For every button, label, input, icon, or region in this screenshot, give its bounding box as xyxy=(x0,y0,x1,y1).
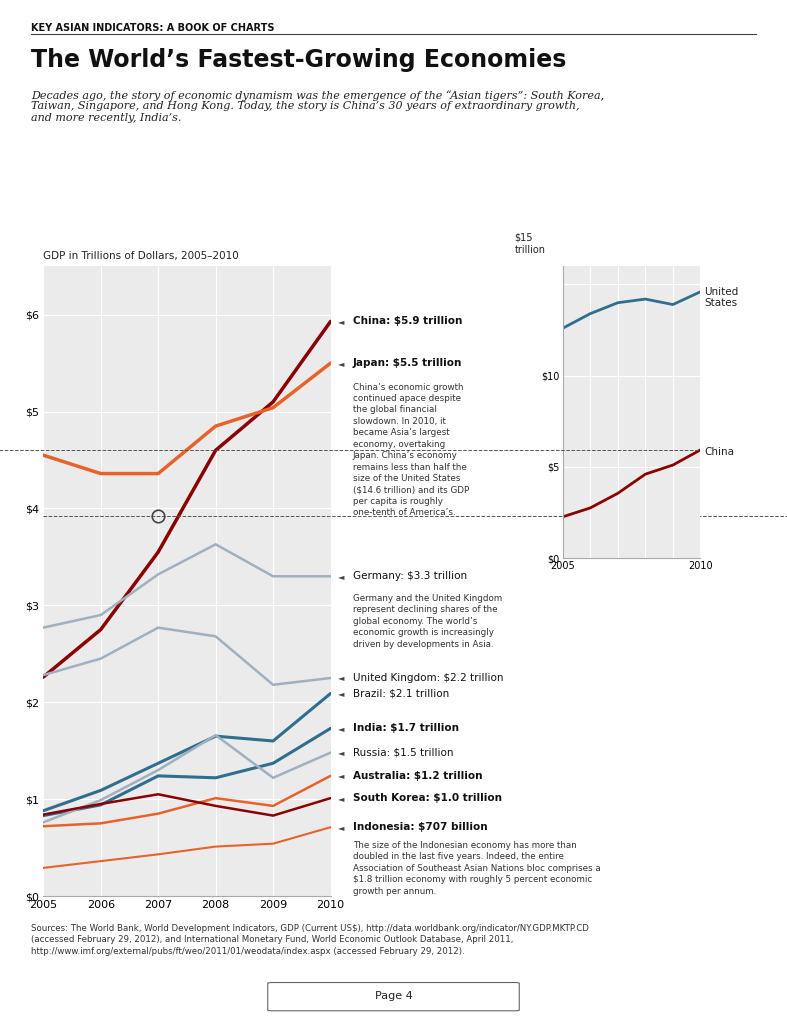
Text: ◄: ◄ xyxy=(338,749,345,757)
Text: ◄: ◄ xyxy=(338,724,345,733)
Text: Sources: The World Bank, World Development Indicators, GDP (Current US$), http:/: Sources: The World Bank, World Developme… xyxy=(31,924,589,956)
Text: KEY ASIAN INDICATORS: A BOOK OF CHARTS: KEY ASIAN INDICATORS: A BOOK OF CHARTS xyxy=(31,23,275,33)
Text: United Kingdom: $2.2 trillion: United Kingdom: $2.2 trillion xyxy=(353,673,503,683)
Text: United
States: United States xyxy=(704,287,739,308)
Text: Germany and the United Kingdom
represent declining shares of the
global economy.: Germany and the United Kingdom represent… xyxy=(353,594,502,648)
Text: ◄: ◄ xyxy=(338,571,345,581)
FancyBboxPatch shape xyxy=(268,983,519,1011)
Text: Taiwan, Singapore, and Hong Kong. Today, the story is China’s 30 years of extrao: Taiwan, Singapore, and Hong Kong. Today,… xyxy=(31,101,580,112)
Text: Germany: $3.3 trillion: Germany: $3.3 trillion xyxy=(353,571,467,582)
Text: ◄: ◄ xyxy=(338,689,345,698)
Text: ◄: ◄ xyxy=(338,358,345,368)
Text: ◄: ◄ xyxy=(338,822,345,831)
Text: Japan: $5.5 trillion: Japan: $5.5 trillion xyxy=(353,358,462,368)
Text: GDP in Trillions of Dollars, 2005–2010: GDP in Trillions of Dollars, 2005–2010 xyxy=(43,251,239,261)
Text: ◄: ◄ xyxy=(338,674,345,683)
Text: and more recently, India’s.: and more recently, India’s. xyxy=(31,113,182,123)
Text: Australia: $1.2 trillion: Australia: $1.2 trillion xyxy=(353,771,482,781)
Text: China’s economic growth
continued apace despite
the global financial
slowdown. I: China’s economic growth continued apace … xyxy=(353,383,469,517)
Text: ◄: ◄ xyxy=(338,771,345,780)
Text: Page 4: Page 4 xyxy=(375,991,412,1001)
Text: $15
trillion: $15 trillion xyxy=(515,233,545,255)
Text: India: $1.7 trillion: India: $1.7 trillion xyxy=(353,723,459,733)
Text: ◄: ◄ xyxy=(338,317,345,326)
Text: Brazil: $2.1 trillion: Brazil: $2.1 trillion xyxy=(353,688,449,698)
Text: The size of the Indonesian economy has more than
doubled in the last five years.: The size of the Indonesian economy has m… xyxy=(353,841,600,896)
Text: Indonesia: $707 billion: Indonesia: $707 billion xyxy=(353,822,487,833)
Text: The World’s Fastest-Growing Economies: The World’s Fastest-Growing Economies xyxy=(31,48,567,72)
Text: China: China xyxy=(704,447,734,457)
Text: China: $5.9 trillion: China: $5.9 trillion xyxy=(353,316,462,327)
Text: ◄: ◄ xyxy=(338,794,345,803)
Text: Decades ago, the story of economic dynamism was the emergence of the “Asian tige: Decades ago, the story of economic dynam… xyxy=(31,90,604,101)
Text: Russia: $1.5 trillion: Russia: $1.5 trillion xyxy=(353,748,453,758)
Text: South Korea: $1.0 trillion: South Korea: $1.0 trillion xyxy=(353,794,501,803)
